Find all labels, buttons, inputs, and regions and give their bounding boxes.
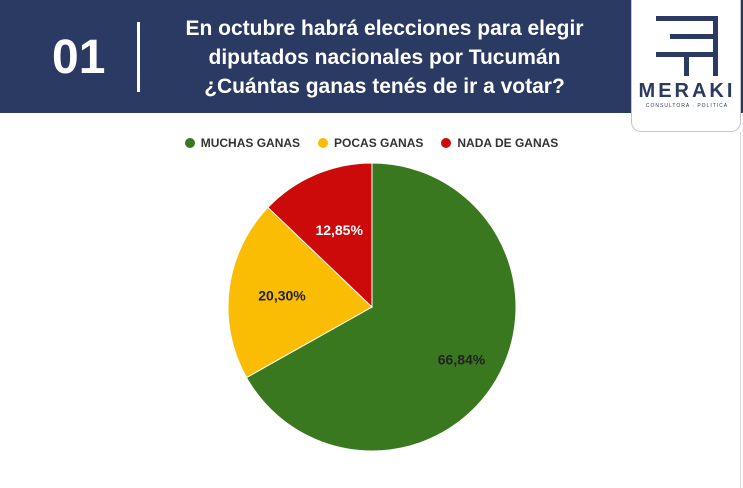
legend-item-muchas: MUCHAS GANAS bbox=[184, 136, 301, 150]
legend-item-pocas: POCAS GANAS bbox=[318, 136, 423, 150]
legend-swatch-pocas bbox=[318, 138, 329, 148]
meraki-logo: MERAKI CONSULTORA · POLITICA bbox=[631, 0, 741, 132]
header-divider bbox=[137, 22, 140, 92]
legend-swatch-muchas bbox=[184, 138, 195, 148]
legend-item-nada: NADA DE GANAS bbox=[441, 136, 558, 150]
data-label-nada: 12,85% bbox=[315, 222, 363, 238]
pie-slice-muchas bbox=[245, 162, 517, 452]
data-label-pocas: 20,30% bbox=[258, 288, 306, 304]
chart-legend: MUCHAS GANAS POCAS GANAS NADA DE GANAS bbox=[0, 136, 743, 150]
pie-slice-pocas bbox=[227, 206, 373, 379]
page-edge bbox=[740, 132, 741, 488]
meraki-logo-icon bbox=[656, 16, 718, 76]
logo-name: MERAKI bbox=[638, 80, 736, 102]
question-text: En octubre habrá elecciones para elegir … bbox=[185, 17, 584, 98]
legend-label-muchas: MUCHAS GANAS bbox=[200, 136, 301, 150]
question-number: 01 bbox=[52, 31, 106, 84]
legend-label-nada: NADA DE GANAS bbox=[457, 136, 559, 150]
legend-label-pocas: POCAS GANAS bbox=[334, 136, 424, 150]
logo-subtitle: CONSULTORA · POLITICA bbox=[645, 103, 729, 109]
legend-swatch-nada bbox=[441, 138, 452, 148]
header-banner: 01 En octubre habrá elecciones para eleg… bbox=[0, 0, 743, 113]
data-label-muchas: 66,84% bbox=[438, 351, 486, 367]
pie-slice-nada bbox=[267, 162, 373, 309]
